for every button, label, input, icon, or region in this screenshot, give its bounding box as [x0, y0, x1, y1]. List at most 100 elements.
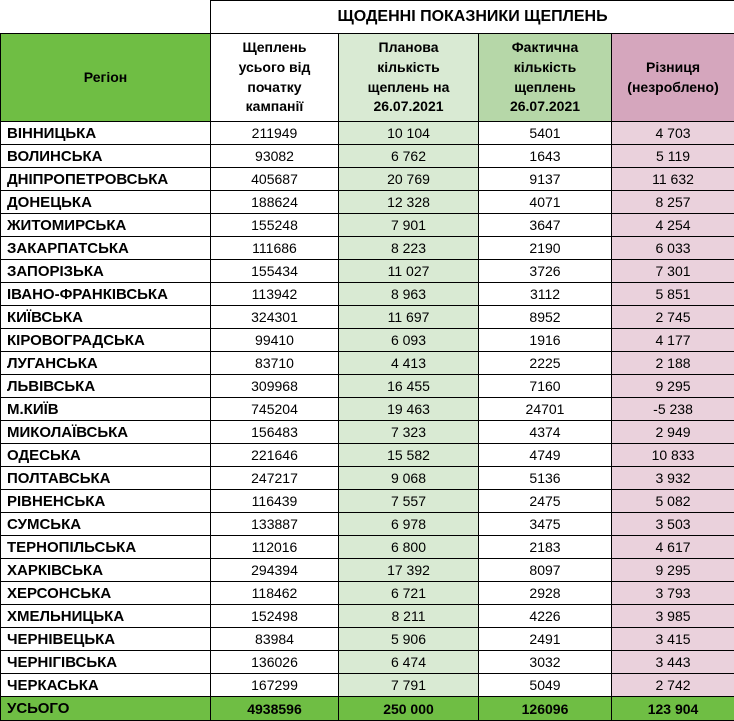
value-cell: 156483 — [211, 421, 339, 444]
value-cell: 9137 — [479, 168, 612, 191]
value-cell: 7 557 — [339, 490, 479, 513]
value-cell: 7 901 — [339, 214, 479, 237]
value-cell: 3 503 — [612, 513, 734, 536]
region-cell: ПОЛТАВСЬКА — [1, 467, 211, 490]
value-cell: 136026 — [211, 651, 339, 674]
value-cell: 7160 — [479, 375, 612, 398]
value-cell: 113942 — [211, 283, 339, 306]
value-cell: 11 027 — [339, 260, 479, 283]
value-cell: 133887 — [211, 513, 339, 536]
value-cell: 5136 — [479, 467, 612, 490]
value-cell: 11 632 — [612, 168, 734, 191]
value-cell: 4749 — [479, 444, 612, 467]
region-cell: ДОНЕЦЬКА — [1, 191, 211, 214]
region-cell: ВІННИЦЬКА — [1, 122, 211, 145]
region-cell: ЧЕРКАСЬКА — [1, 674, 211, 697]
value-cell: 7 301 — [612, 260, 734, 283]
value-cell: 5 851 — [612, 283, 734, 306]
region-cell: М.КИЇВ — [1, 398, 211, 421]
value-cell: 12 328 — [339, 191, 479, 214]
region-cell: КИЇВСЬКА — [1, 306, 211, 329]
value-cell: 2190 — [479, 237, 612, 260]
value-cell: 221646 — [211, 444, 339, 467]
header-row: Регіон Щеплень усього від початку кампан… — [1, 34, 734, 122]
region-cell: ІВАНО-ФРАНКІВСЬКА — [1, 283, 211, 306]
value-cell: 99410 — [211, 329, 339, 352]
title-row: ЩОДЕННІ ПОКАЗНИКИ ЩЕПЛЕНЬ — [1, 1, 734, 34]
region-cell: ЛЬВІВСЬКА — [1, 375, 211, 398]
value-cell: 2 188 — [612, 352, 734, 375]
value-cell: 3 443 — [612, 651, 734, 674]
total-row: УСЬОГО 4938596 250 000 126096 123 904 — [1, 697, 734, 721]
value-cell: 167299 — [211, 674, 339, 697]
value-cell: 2225 — [479, 352, 612, 375]
value-cell: 2 949 — [612, 421, 734, 444]
col-header-region: Регіон — [1, 34, 211, 122]
value-cell: 155248 — [211, 214, 339, 237]
value-cell: 3726 — [479, 260, 612, 283]
total-value-cell: 123 904 — [612, 697, 734, 721]
value-cell: 2491 — [479, 628, 612, 651]
value-cell: 1643 — [479, 145, 612, 168]
region-cell: МИКОЛАЇВСЬКА — [1, 421, 211, 444]
value-cell: 4 617 — [612, 536, 734, 559]
value-cell: 9 295 — [612, 559, 734, 582]
region-cell: ЛУГАНСЬКА — [1, 352, 211, 375]
value-cell: 3475 — [479, 513, 612, 536]
value-cell: 20 769 — [339, 168, 479, 191]
value-cell: 2 745 — [612, 306, 734, 329]
value-cell: 2928 — [479, 582, 612, 605]
value-cell: 4374 — [479, 421, 612, 444]
value-cell: 7 323 — [339, 421, 479, 444]
value-cell: 3647 — [479, 214, 612, 237]
value-cell: 116439 — [211, 490, 339, 513]
value-cell: 93082 — [211, 145, 339, 168]
col-header-total-since-start: Щеплень усього від початку кампанії — [211, 34, 339, 122]
value-cell: 1916 — [479, 329, 612, 352]
region-cell: ВОЛИНСЬКА — [1, 145, 211, 168]
region-cell: ХЕРСОНСЬКА — [1, 582, 211, 605]
value-cell: 9 295 — [612, 375, 734, 398]
value-cell: 17 392 — [339, 559, 479, 582]
value-cell: 24701 — [479, 398, 612, 421]
region-cell: РІВНЕНСЬКА — [1, 490, 211, 513]
value-cell: 5049 — [479, 674, 612, 697]
region-cell: ДНІПРОПЕТРОВСЬКА — [1, 168, 211, 191]
value-cell: 324301 — [211, 306, 339, 329]
value-cell: 188624 — [211, 191, 339, 214]
value-cell: 3032 — [479, 651, 612, 674]
value-cell: 6 721 — [339, 582, 479, 605]
value-cell: 8 257 — [612, 191, 734, 214]
value-cell: 6 800 — [339, 536, 479, 559]
value-cell: 211949 — [211, 122, 339, 145]
value-cell: 152498 — [211, 605, 339, 628]
col-header-planned: Планова кількість щеплень на 26.07.2021 — [339, 34, 479, 122]
value-cell: 4 254 — [612, 214, 734, 237]
value-cell: -5 238 — [612, 398, 734, 421]
value-cell: 3 985 — [612, 605, 734, 628]
value-cell: 4 703 — [612, 122, 734, 145]
value-cell: 5 082 — [612, 490, 734, 513]
value-cell: 6 474 — [339, 651, 479, 674]
region-cell: ЧЕРНІВЕЦЬКА — [1, 628, 211, 651]
col-header-actual: Фактична кількість щеплень 26.07.2021 — [479, 34, 612, 122]
value-cell: 8 963 — [339, 283, 479, 306]
region-cell: ЗАКАРПАТСЬКА — [1, 237, 211, 260]
